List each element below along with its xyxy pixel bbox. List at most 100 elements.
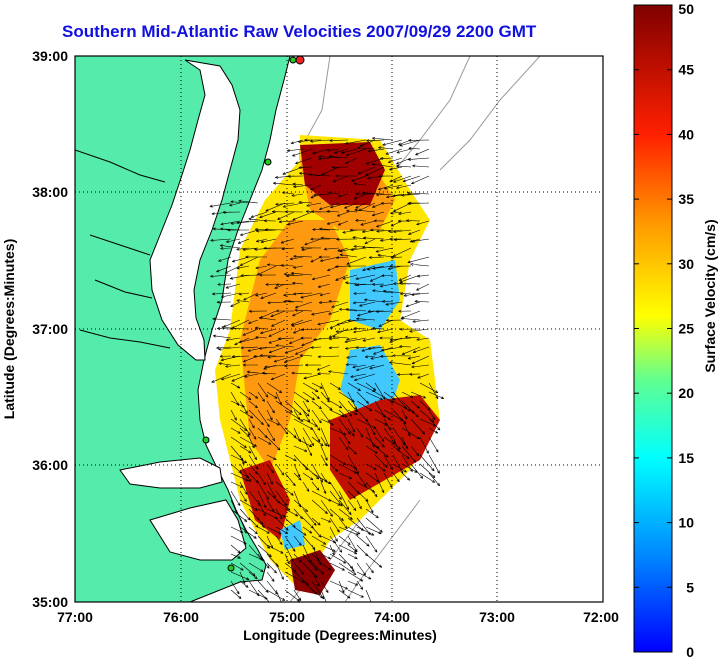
velocity-vector (253, 354, 268, 358)
velocity-vector (259, 273, 277, 277)
velocity-vector (409, 372, 421, 376)
velocity-vector (320, 436, 328, 447)
velocity-vector (347, 400, 358, 413)
velocity-vector (292, 211, 313, 221)
velocity-vector (230, 562, 244, 571)
velocity-vector (239, 409, 254, 419)
velocity-vector (383, 472, 393, 489)
velocity-vector (411, 355, 430, 365)
velocity-vector (293, 553, 302, 563)
velocity-vector (356, 571, 372, 580)
velocity-vector (352, 301, 367, 305)
velocity-vector (229, 202, 241, 207)
velocity-vector (248, 463, 258, 475)
velocity-vector (386, 318, 403, 322)
velocity-vector (347, 526, 361, 535)
velocity-vector (365, 499, 374, 514)
velocity-vector (266, 589, 286, 601)
velocity-vector (230, 571, 250, 580)
velocity-vector (338, 589, 351, 599)
velocity-vector (388, 157, 403, 164)
velocity-vector (302, 400, 310, 413)
velocity-vector (277, 211, 295, 220)
velocity-vector (302, 463, 320, 480)
velocity-vector (356, 427, 364, 438)
velocity-vector (262, 371, 277, 375)
velocity-vector (213, 334, 232, 339)
velocity-vector (409, 328, 430, 333)
velocity-vector (389, 264, 412, 268)
velocity-vector (244, 373, 259, 378)
velocity-vector (399, 345, 412, 348)
velocity-vector (401, 409, 408, 420)
plot-frame (74, 55, 604, 603)
velocity-vector (239, 400, 248, 414)
velocity-vector (311, 499, 328, 514)
velocity-vector (293, 499, 309, 513)
velocity-vector (239, 481, 248, 495)
velocity-vector (216, 300, 232, 304)
velocity-vector (300, 292, 322, 299)
velocity-vector (311, 562, 325, 575)
velocity-vector (356, 283, 376, 287)
velocity-vector (345, 307, 367, 312)
velocity-vector (230, 463, 242, 474)
velocity-vector (335, 328, 358, 333)
velocity-vector (257, 436, 272, 445)
velocity-vector (239, 256, 259, 266)
velocity-vector (374, 472, 385, 494)
velocity-vector (275, 481, 294, 496)
velocity-vector (313, 337, 331, 341)
velocity-vector (355, 219, 367, 222)
velocity-vector (367, 175, 385, 180)
velocity-vector (255, 292, 268, 297)
velocity-vector (320, 553, 331, 560)
velocity-vector (411, 238, 430, 243)
velocity-vector (239, 454, 245, 465)
map-title: Southern Mid-Atlantic Raw Velocities 200… (62, 22, 537, 41)
velocity-vector (310, 345, 322, 349)
velocity-vector (239, 580, 249, 588)
velocity-vector (419, 463, 436, 479)
velocity-vector (275, 202, 295, 206)
velocity-vector (329, 526, 338, 542)
velocity-vector (347, 571, 364, 582)
velocity-vector (239, 418, 251, 436)
velocity-vector (257, 391, 265, 402)
velocity-vector (283, 355, 304, 363)
velocity-vector (311, 436, 324, 447)
velocity-vector (428, 382, 439, 400)
velocity-vector (219, 244, 241, 249)
velocity-vector (275, 589, 282, 602)
velocity-vector (320, 562, 331, 571)
velocity-vector (336, 319, 358, 326)
velocity-vector (419, 400, 431, 411)
velocity-vector (310, 256, 322, 263)
velocity-vector (284, 346, 304, 354)
velocity-vector (338, 526, 359, 536)
velocity-vector (428, 472, 441, 487)
velocity-vector (305, 363, 322, 367)
velocity-vector (275, 535, 283, 546)
velocity-vector (339, 253, 358, 258)
velocity-vector (260, 292, 277, 300)
velocity-vector (392, 400, 411, 412)
velocity-vector (238, 199, 259, 204)
velocity-vector (311, 274, 331, 281)
velocity-vector (401, 418, 411, 437)
velocity-vector (313, 193, 331, 197)
velocity-vector (365, 526, 382, 535)
velocity-vector (362, 245, 385, 249)
velocity-vector (293, 562, 305, 575)
colorbar-tick-label: 30 (678, 256, 694, 272)
velocity-vector (292, 292, 313, 296)
velocity-vector (390, 256, 403, 259)
velocity-vector (239, 472, 250, 478)
velocity-vector (356, 317, 376, 321)
velocity-vector (250, 211, 268, 218)
colorbar-tick-label: 45 (678, 62, 694, 78)
velocity-vector (415, 148, 430, 156)
velocity-vector (329, 580, 349, 590)
velocity-vector (302, 526, 313, 534)
velocity-vector (293, 436, 313, 448)
